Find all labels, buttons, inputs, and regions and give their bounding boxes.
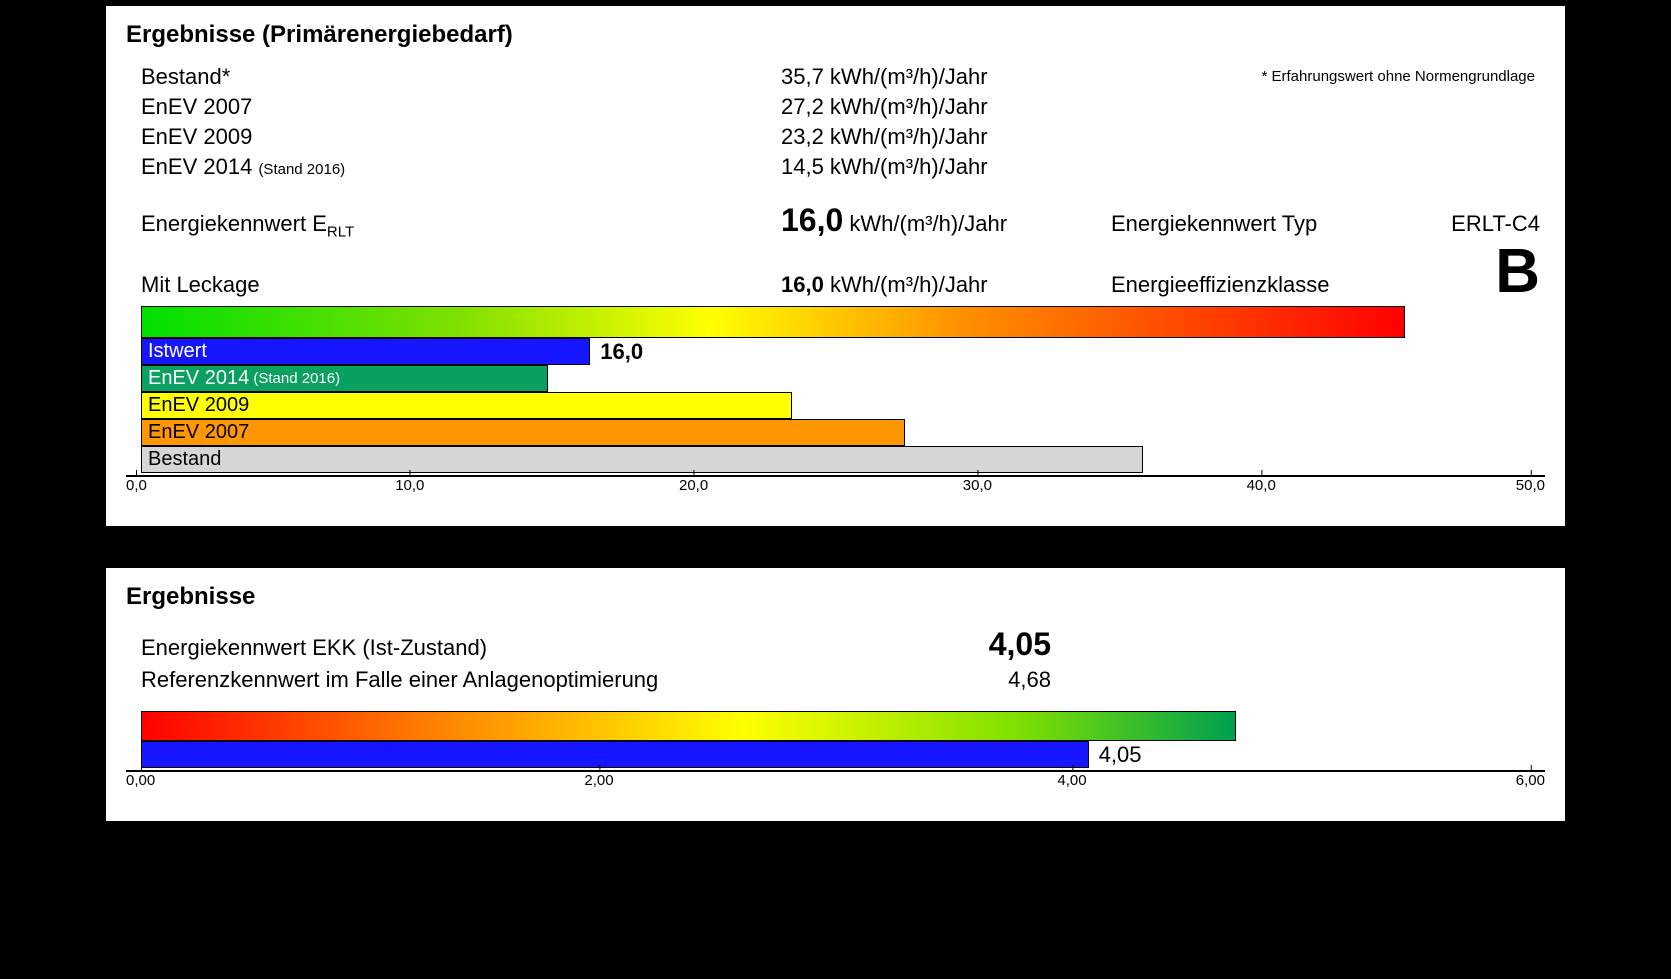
p1-row-3: EnEV 2014 (Stand 2016) 14,5 kWh/(m³/h)/J… [141, 154, 1540, 180]
chart1-tick-2: 20,0 [679, 477, 708, 494]
chart1-tick-1: 10,0 [395, 477, 424, 494]
chart1-axis: 0,0 10,0 20,0 30,0 40,0 50,0 [126, 475, 1545, 501]
chart2-bar [141, 741, 1089, 768]
panel2-title: Ergebnisse [126, 583, 1545, 611]
p1-leckage-row: Mit Leckage 16,0 kWh/(m³/h)/Jahr Energie… [141, 244, 1540, 300]
chart1-tick-0: 0,0 [126, 477, 147, 494]
chart1-bar-4: Bestand [141, 446, 1143, 473]
panel-primaerenergiebedarf: Ergebnisse (Primärenergiebedarf) * Erfah… [100, 0, 1571, 532]
efficiency-class-letter: B [1495, 237, 1540, 306]
chart1-bar-2: EnEV 2009 [141, 392, 792, 419]
p1-row-1: EnEV 2007 27,2 kWh/(m³/h)/Jahr [141, 94, 1540, 120]
chart1-gradient [141, 306, 1405, 338]
chart1-bar-1: EnEV 2014 (Stand 2016) [141, 365, 548, 392]
chart1-tick-5: 50,0 [1516, 477, 1545, 494]
chart2-axis: 0,00 2,00 4,00 6,00 [126, 770, 1545, 796]
chart1-tick-3: 30,0 [963, 477, 992, 494]
chart2-tick-2: 4,00 [1057, 772, 1086, 789]
panel1-title: Ergebnisse (Primärenergiebedarf) [126, 21, 1545, 49]
chart1-bar-0-value: 16,0 [600, 339, 643, 365]
chart-ekk: 4,05 0,00 2,00 4,00 6,00 [126, 711, 1545, 796]
p2-row-0: Energiekennwert EKK (Ist-Zustand) 4,05 [141, 626, 1540, 663]
chart2-tick-3: 6,00 [1516, 772, 1545, 789]
chart2-tick-1: 2,00 [584, 772, 613, 789]
p2-row-1: Referenzkennwert im Falle einer Anlageno… [141, 667, 1540, 693]
p1-kennwert-row: Energiekennwert ERLT 16,0 kWh/(m³/h)/Jah… [141, 202, 1540, 240]
panel-ekk: Ergebnisse Energiekennwert EKK (Ist-Zust… [100, 562, 1571, 827]
chart1-bar-0: Istwert [141, 338, 590, 365]
chart1-tick-4: 40,0 [1247, 477, 1276, 494]
chart2-tick-0: 0,00 [126, 772, 155, 789]
panel1-footnote: * Erfahrungswert ohne Normengrundlage [1262, 68, 1536, 85]
chart1-bar-3: EnEV 2007 [141, 419, 905, 446]
chart2-bar-value: 4,05 [1099, 742, 1142, 768]
chart-primaerenergie: Istwert 16,0 EnEV 2014 (Stand 2016) EnEV… [126, 306, 1545, 501]
p1-row-2: EnEV 2009 23,2 kWh/(m³/h)/Jahr [141, 124, 1540, 150]
chart2-gradient [141, 711, 1236, 741]
